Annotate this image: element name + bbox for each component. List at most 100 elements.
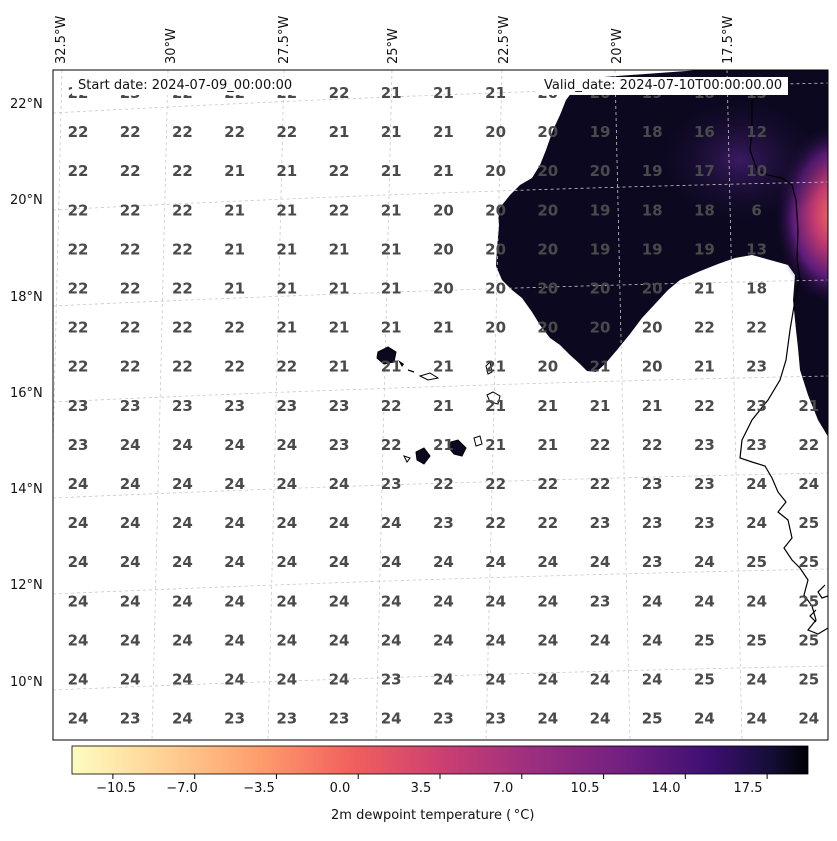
grid-value: 22 bbox=[68, 123, 89, 141]
grid-value: 20 bbox=[485, 319, 506, 337]
colorbar-tick-label: 3.5 bbox=[410, 781, 432, 796]
lon-label-30w: 30°W bbox=[164, 28, 179, 64]
grid-value: 24 bbox=[68, 475, 89, 493]
grid-value: 22 bbox=[172, 319, 193, 337]
grid-value: 20 bbox=[537, 319, 558, 337]
grid-value: 24 bbox=[694, 710, 715, 728]
grid-value: 21 bbox=[329, 358, 350, 376]
grid-value: 20 bbox=[485, 162, 506, 180]
grid-value: 23 bbox=[172, 397, 193, 415]
grid-value: 21 bbox=[433, 436, 454, 454]
grid-value: 22 bbox=[590, 475, 611, 493]
grid-value: 23 bbox=[746, 358, 767, 376]
grid-value: 21 bbox=[433, 84, 454, 102]
grid-value: 24 bbox=[68, 553, 89, 571]
grid-value: 25 bbox=[798, 671, 819, 689]
grid-value: 24 bbox=[746, 475, 767, 493]
lat-label-16n: 16°N bbox=[10, 386, 43, 401]
grid-value: 24 bbox=[381, 553, 402, 571]
grid-value: 22 bbox=[120, 123, 141, 141]
grid-value: 21 bbox=[485, 436, 506, 454]
grid-value: 24 bbox=[224, 671, 245, 689]
grid-value: 6 bbox=[751, 201, 761, 219]
grid-value: 23 bbox=[590, 514, 611, 532]
grid-value: 24 bbox=[433, 592, 454, 610]
lat-label-22n: 22°N bbox=[10, 97, 43, 112]
grid-value: 24 bbox=[485, 671, 506, 689]
grid-value: 19 bbox=[590, 201, 611, 219]
grid-value: 24 bbox=[172, 631, 193, 649]
grid-value: 25 bbox=[746, 553, 767, 571]
grid-value: 24 bbox=[172, 553, 193, 571]
grid-value: 22 bbox=[485, 514, 506, 532]
grid-value: 22 bbox=[276, 123, 297, 141]
grid-value: 22 bbox=[224, 358, 245, 376]
grid-value: 24 bbox=[590, 710, 611, 728]
cape-verde-islands bbox=[376, 346, 501, 465]
grid-value: 24 bbox=[537, 710, 558, 728]
grid-value: 24 bbox=[276, 514, 297, 532]
grid-value: 23 bbox=[694, 475, 715, 493]
grid-value: 24 bbox=[224, 514, 245, 532]
grid-value: 22 bbox=[537, 475, 558, 493]
grid-value: 21 bbox=[381, 240, 402, 258]
grid-value: 21 bbox=[433, 162, 454, 180]
valid-date-label: Valid_date: 2024-07-10T00:00:00.00 bbox=[538, 77, 789, 95]
grid-value: 22 bbox=[172, 240, 193, 258]
grid-value: 24 bbox=[224, 631, 245, 649]
grid-value: 23 bbox=[590, 592, 611, 610]
map-frame bbox=[52, 69, 829, 741]
grid-value: 23 bbox=[224, 710, 245, 728]
grid-value: 22 bbox=[172, 280, 193, 298]
grid-value: 24 bbox=[68, 592, 89, 610]
grid-value: 21 bbox=[276, 240, 297, 258]
grid-value: 24 bbox=[642, 592, 663, 610]
grid-value: 25 bbox=[746, 631, 767, 649]
grid-value: 21 bbox=[537, 436, 558, 454]
grid-value: 21 bbox=[224, 280, 245, 298]
grid-value: 22 bbox=[537, 514, 558, 532]
grid-value: 20 bbox=[642, 319, 663, 337]
grid-value: 20 bbox=[537, 162, 558, 180]
grid-value: 24 bbox=[120, 592, 141, 610]
grid-value: 24 bbox=[537, 592, 558, 610]
grid-value: 21 bbox=[276, 201, 297, 219]
grid-value: 23 bbox=[276, 710, 297, 728]
grid-value: 21 bbox=[224, 162, 245, 180]
grid-value: 21 bbox=[329, 280, 350, 298]
grid-value: 22 bbox=[68, 240, 89, 258]
grid-value: 21 bbox=[694, 280, 715, 298]
grid-value: 22 bbox=[68, 162, 89, 180]
grid-value: 22 bbox=[694, 319, 715, 337]
grid-value: 18 bbox=[746, 280, 767, 298]
grid-value: 20 bbox=[537, 240, 558, 258]
grid-value: 24 bbox=[68, 671, 89, 689]
grid-value: 21 bbox=[485, 84, 506, 102]
grid-value: 12 bbox=[746, 123, 767, 141]
grid-value: 21 bbox=[329, 240, 350, 258]
grid-value: 24 bbox=[172, 475, 193, 493]
grid-value: 20 bbox=[537, 201, 558, 219]
grid-value: 22 bbox=[746, 319, 767, 337]
grid-value: 18 bbox=[642, 201, 663, 219]
grid-value: 21 bbox=[694, 358, 715, 376]
lon-label-17-5w: 17.5°W bbox=[721, 15, 736, 64]
grid-value: 22 bbox=[224, 319, 245, 337]
grid-value: 24 bbox=[381, 592, 402, 610]
grid-value: 24 bbox=[537, 671, 558, 689]
value-grid: 22 23 22 22 22 22 21 21 21 20 20 19 18 13 22 22 22 22 22 21… bbox=[68, 84, 820, 728]
grid-value: 20 bbox=[590, 319, 611, 337]
grid-value: 21 bbox=[381, 84, 402, 102]
grid-value: 25 bbox=[798, 592, 819, 610]
colorbar-tick-label: 17.5 bbox=[733, 781, 763, 796]
grid-value: 17 bbox=[694, 162, 715, 180]
colorbar-tick-label: 14.0 bbox=[651, 781, 681, 796]
grid-value: 16 bbox=[694, 123, 715, 141]
lon-label-27-5w: 27.5°W bbox=[277, 15, 292, 64]
grid-value: 24 bbox=[746, 710, 767, 728]
grid-value: 18 bbox=[694, 201, 715, 219]
grid-value: 24 bbox=[224, 475, 245, 493]
grid-value: 19 bbox=[590, 123, 611, 141]
grid-value: 24 bbox=[537, 631, 558, 649]
